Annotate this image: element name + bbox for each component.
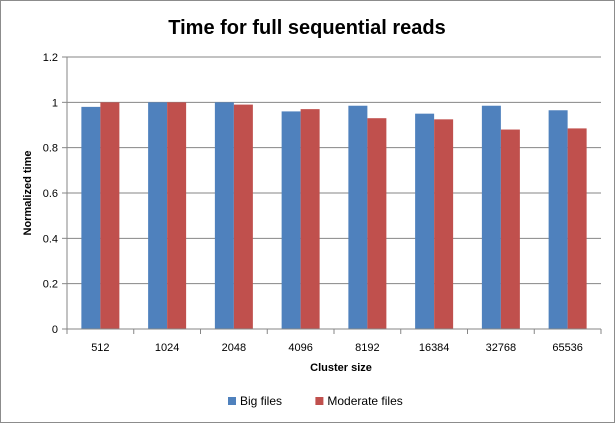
bar-moderate-files-1024 [167, 102, 187, 329]
bar-big-files-16384 [415, 113, 435, 330]
bar-big-files-2048 [214, 102, 234, 329]
x-tick-label: 8192 [355, 342, 379, 354]
axes: 0 0.2 0.4 0.6 0.8 1 1.2 512 1024 2048 4096 8192 1638… [43, 52, 602, 354]
y-tick-label: 0.6 [43, 188, 58, 200]
bar-big-files-65536 [548, 110, 568, 330]
y-tick-label: 1 [52, 97, 58, 109]
chart-title: Time for full sequential reads [168, 17, 445, 39]
x-tick-label: 16384 [419, 342, 450, 354]
legend-swatch [228, 397, 236, 405]
bar-big-files-32768 [481, 105, 501, 329]
bar-moderate-files-8192 [367, 118, 387, 329]
legend-label: Big files [240, 394, 282, 408]
x-tick-label: 2048 [222, 342, 246, 354]
bar-big-files-1024 [148, 102, 168, 329]
x-tick-label: 32768 [486, 342, 517, 354]
y-axis-label: Normalized time [22, 151, 34, 236]
bars [81, 102, 587, 330]
bar-moderate-files-65536 [567, 128, 587, 329]
y-tick-label: 0.4 [43, 233, 58, 245]
legend-swatch [315, 397, 324, 405]
x-tick-label: 65536 [552, 342, 583, 354]
bar-moderate-files-16384 [434, 119, 454, 329]
bar-moderate-files-32768 [500, 129, 520, 329]
bar-moderate-files-4096 [300, 109, 320, 329]
y-tick-label: 0 [52, 324, 58, 336]
x-tick-label: 1024 [155, 342, 179, 354]
bar-big-files-8192 [348, 105, 368, 329]
bar-moderate-files-2048 [233, 104, 253, 329]
x-axis-label: Cluster size [310, 362, 372, 374]
y-tick-label: 1.2 [43, 52, 58, 64]
bar-big-files-4096 [281, 111, 301, 330]
bar-moderate-files-512 [100, 102, 120, 329]
x-tick-label: 4096 [288, 342, 312, 354]
gridlines [67, 56, 601, 285]
y-tick-label: 0.8 [43, 143, 58, 155]
y-tick-label: 0.2 [43, 279, 58, 291]
bar-big-files-512 [81, 106, 101, 329]
legend: Big files Moderate files [228, 394, 403, 408]
legend-label: Moderate files [327, 394, 402, 408]
x-tick-label: 512 [91, 342, 109, 354]
